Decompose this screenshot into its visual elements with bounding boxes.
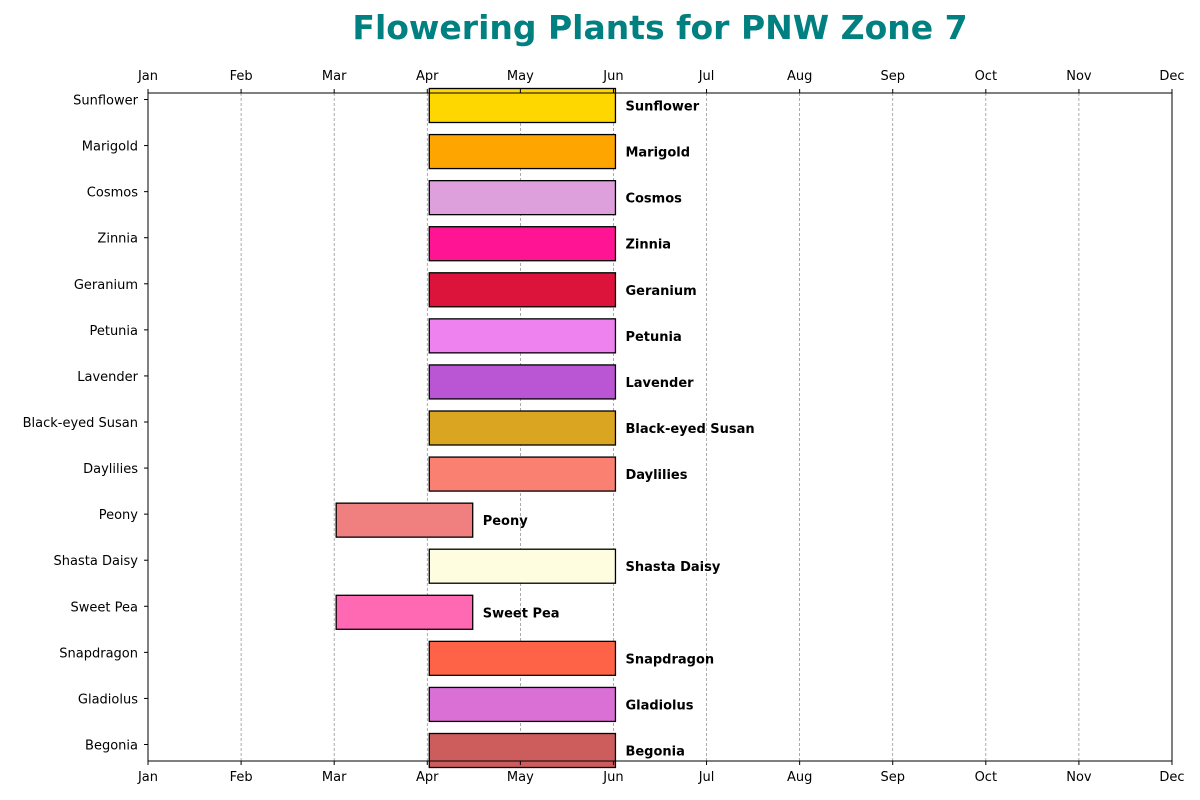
x-tick-label-bottom: Aug <box>787 770 812 785</box>
x-tick-label-top: Sep <box>880 69 905 84</box>
y-tick-label: Sunflower <box>73 94 139 109</box>
bar-label: Peony <box>483 514 529 529</box>
x-tick-label-top: Feb <box>230 69 253 84</box>
x-tick-label-top: Nov <box>1066 69 1092 84</box>
x-tick-label-top: Dec <box>1159 69 1184 84</box>
bar-label: Begonia <box>625 745 684 760</box>
y-tick-label: Sweet Pea <box>71 600 138 615</box>
x-tick-label-bottom: Sep <box>880 770 905 785</box>
axes <box>144 89 1173 765</box>
bar-label: Zinnia <box>625 238 671 253</box>
bar-label: Cosmos <box>625 192 682 207</box>
x-tick-label-top: May <box>507 69 534 84</box>
bar <box>428 226 617 262</box>
x-tick-label-top: Apr <box>416 69 439 84</box>
x-tick-label-bottom: Jul <box>698 770 715 785</box>
bar-label: Sunflower <box>625 100 699 115</box>
y-tick-label: Begonia <box>85 739 138 754</box>
x-tick-label-bottom: Oct <box>975 770 997 785</box>
y-tick-label: Snapdragon <box>59 646 138 661</box>
x-tick-label-bottom: Jan <box>137 770 158 785</box>
bar <box>428 179 617 216</box>
bar-label: Daylilies <box>625 468 687 483</box>
y-tick-label: Geranium <box>74 278 138 293</box>
bar <box>428 732 617 769</box>
x-tick-label-top: Mar <box>322 69 347 84</box>
y-tick-label: Marigold <box>82 140 138 155</box>
bar <box>428 410 617 446</box>
x-tick-label-top: Jun <box>602 69 623 84</box>
x-tick-label-top: Jan <box>137 69 158 84</box>
x-tick-label-top: Oct <box>975 69 997 84</box>
x-tick-label-bottom: May <box>507 770 534 785</box>
bar <box>428 456 617 492</box>
y-tick-label: Lavender <box>77 370 138 385</box>
y-tick-label: Cosmos <box>87 186 138 201</box>
x-tick-label-top: Aug <box>787 69 812 84</box>
x-tick-label-top: Jul <box>698 69 715 84</box>
bar-label: Black-eyed Susan <box>625 422 754 437</box>
labels: Jan Jan Feb Feb Mar Mar Apr Apr May May Jun Jun Jul J… <box>23 69 1185 785</box>
x-tick-label-bottom: Nov <box>1066 770 1092 785</box>
x-tick-label-bottom: Dec <box>1159 770 1184 785</box>
bar <box>428 272 617 308</box>
bar <box>428 364 617 400</box>
bar-label: Shasta Daisy <box>625 560 720 575</box>
y-tick-label: Petunia <box>89 324 138 339</box>
bar <box>428 686 617 723</box>
y-tick-label: Zinnia <box>97 232 138 247</box>
y-tick-label: Gladiolus <box>78 692 138 707</box>
bar <box>335 502 474 538</box>
bar <box>428 318 617 354</box>
chart-title: Flowering Plants for PNW Zone 7 <box>352 8 968 47</box>
bar <box>428 133 617 170</box>
x-tick-label-bottom: Feb <box>230 770 253 785</box>
bar-label: Geranium <box>625 284 696 299</box>
bar <box>335 594 474 630</box>
bars <box>335 87 617 769</box>
y-tick-label: Shasta Daisy <box>54 554 139 569</box>
bar-label: Gladiolus <box>625 698 693 713</box>
bar-label: Lavender <box>625 376 694 391</box>
x-tick-label-bottom: Mar <box>322 770 347 785</box>
bar <box>428 548 617 584</box>
bar <box>428 640 617 677</box>
y-tick-label: Black-eyed Susan <box>23 416 138 431</box>
bar-label: Marigold <box>625 146 690 161</box>
x-tick-label-bottom: Jun <box>602 770 623 785</box>
bar-label: Snapdragon <box>625 652 714 667</box>
bar-label: Sweet Pea <box>483 606 560 621</box>
y-tick-label: Peony <box>99 508 139 523</box>
bar <box>428 87 617 124</box>
bar-label: Petunia <box>625 330 681 345</box>
y-tick-label: Daylilies <box>83 462 138 477</box>
x-tick-label-bottom: Apr <box>416 770 439 785</box>
